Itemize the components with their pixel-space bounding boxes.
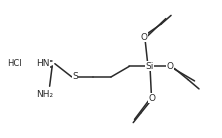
Text: HN: HN — [36, 59, 50, 68]
Text: HCl: HCl — [7, 59, 22, 68]
Text: O: O — [149, 94, 155, 103]
Text: S: S — [72, 72, 78, 81]
Text: O: O — [167, 62, 174, 71]
Text: HCl: HCl — [7, 59, 22, 68]
Text: Si: Si — [145, 62, 154, 71]
Text: NH₂: NH₂ — [36, 90, 54, 99]
Text: O: O — [140, 33, 147, 42]
